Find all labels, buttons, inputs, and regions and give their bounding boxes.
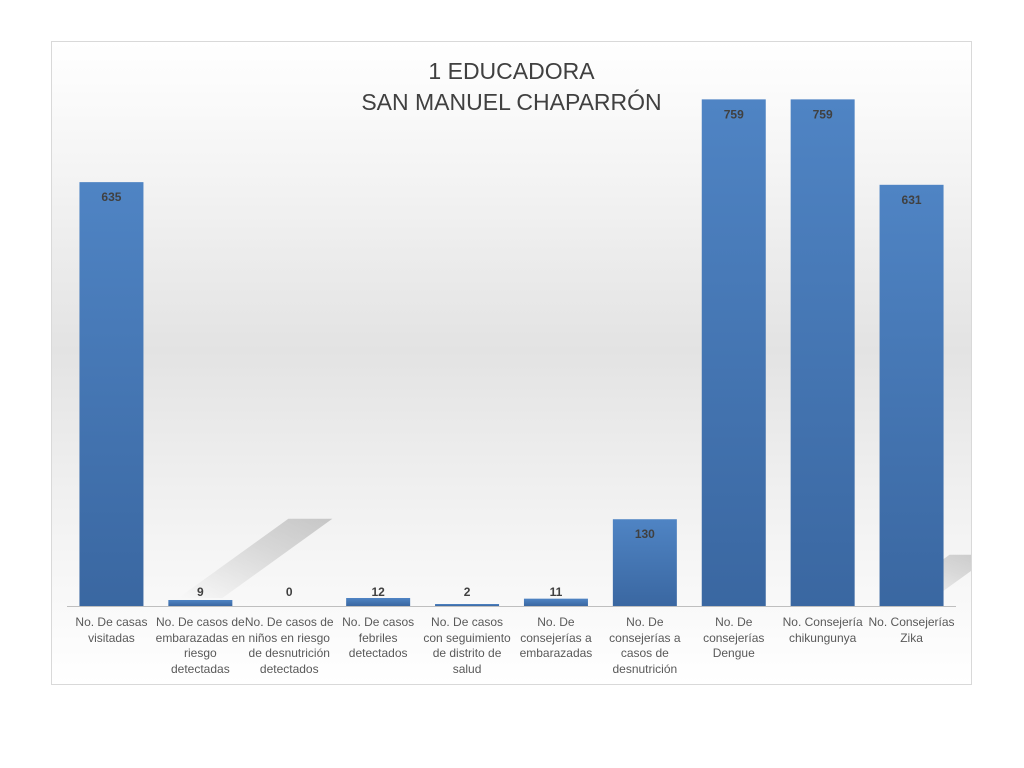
data-label: 759 [813,107,833,121]
data-label: 635 [101,190,121,204]
x-tick-label: No. Consejerías Zika [868,615,955,645]
x-tick-label: No. De casas visitadas [75,615,148,645]
chart-title-line-1: 1 EDUCADORA [428,58,595,84]
bar [523,598,588,606]
data-label: 9 [197,585,204,599]
x-tick-label: No. De consejerías a embarazadas [519,615,593,660]
bar [879,184,944,606]
data-label: 130 [635,527,655,541]
data-label: 12 [371,585,385,599]
data-label: 631 [902,193,922,207]
data-label: 2 [464,585,471,599]
chart-title: 1 EDUCADORA SAN MANUEL CHAPARRÓN [52,56,971,118]
x-tick-label: No. De casos febriles detectados [342,615,415,660]
bars-group [79,99,944,607]
bar [612,519,677,606]
chart-title-line-2: SAN MANUEL CHAPARRÓN [361,89,662,115]
data-labels-group: 635 9 0 12 2 11 130 759 759 631 [101,107,921,599]
x-tick-label: No. De consejerías Dengue [703,615,765,660]
x-tick-label: No. De casos de niños en riesgo de desnu… [244,615,334,676]
bar [168,599,233,606]
bar [346,597,411,606]
data-label: 0 [286,585,293,599]
x-tick-label: No. De casos de embarazadas en riesgo de… [155,615,246,676]
x-tick-label: No. De consejerías a casos de desnutrici… [609,615,681,676]
bar [79,182,144,606]
bar-reflection [178,518,333,598]
bar-chart: 635 9 0 12 2 11 130 759 759 631 [67,99,971,607]
chart-area: 1 EDUCADORA SAN MANUEL CHAPARRÓN 635 9 0 12… [51,41,972,685]
bar [435,604,500,606]
x-tick-label: No. Consejería chikungunya [782,615,863,645]
data-label: 11 [550,585,563,599]
bar [701,99,766,607]
x-tick-label: No. De casos con seguimiento de distrito… [423,615,511,676]
data-label: 759 [724,107,744,121]
bar [790,99,855,607]
